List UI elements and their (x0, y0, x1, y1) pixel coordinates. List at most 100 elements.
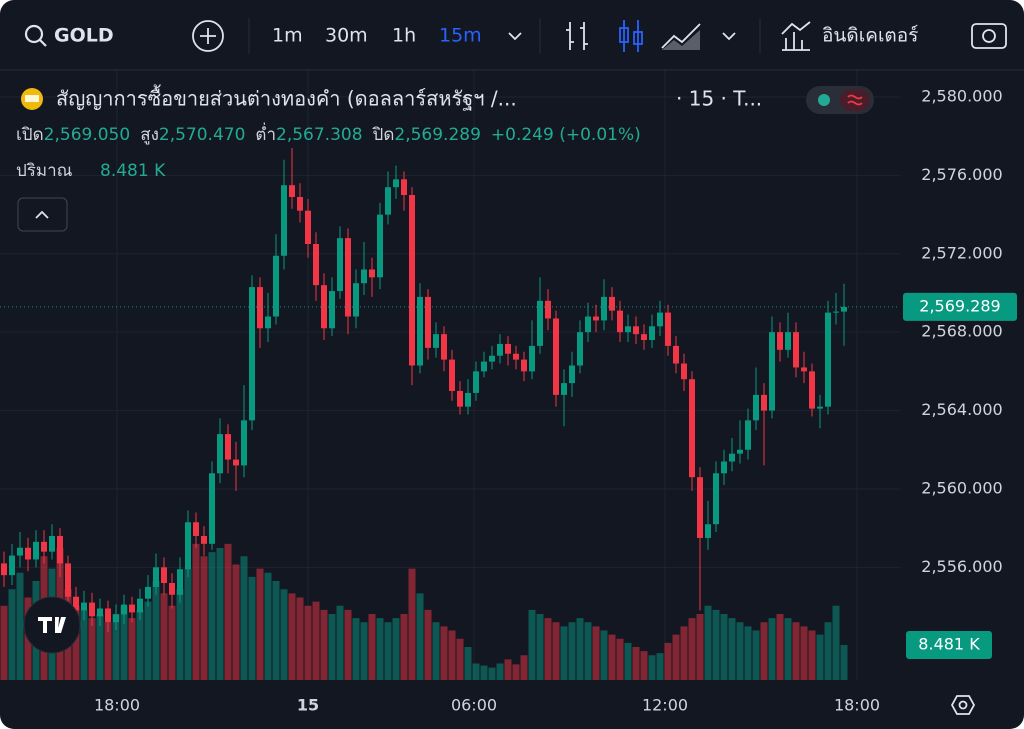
candle-body (153, 567, 159, 587)
interval[interactable]: 30m (325, 25, 368, 47)
candle-body (113, 614, 119, 623)
interval[interactable]: 1m (272, 25, 303, 47)
candle-body (409, 195, 415, 366)
candle-body (505, 343, 511, 354)
last-volume-label: 8.481 K (918, 635, 980, 654)
volume-bar (112, 614, 120, 680)
volume-bar (160, 593, 168, 680)
candle-body (489, 355, 495, 362)
volume-bar (224, 543, 232, 680)
candle-body (81, 602, 87, 611)
volume-bar (496, 663, 504, 680)
candle-body (689, 379, 695, 478)
y-tick-label: 2,560.000 (921, 478, 1002, 497)
candle-body (145, 586, 151, 599)
volume-bar (384, 622, 392, 680)
change: +0.249 (+0.01%) (491, 125, 641, 145)
volume-bar (544, 618, 552, 680)
volume-bar (472, 663, 480, 680)
candle-body (441, 334, 447, 360)
candle-body (729, 453, 735, 462)
settings[interactable] (950, 695, 976, 715)
volume-bar (144, 601, 152, 680)
candle-body (249, 287, 255, 421)
collapse-button[interactable] (17, 197, 68, 232)
candle-body (377, 214, 383, 278)
candle-body (337, 238, 343, 292)
x-tick-label: 18:00 (94, 696, 140, 715)
x-tick-label: 06:00 (451, 696, 497, 715)
candle-body (545, 300, 551, 319)
volume-bar (816, 634, 824, 680)
area-icon[interactable] (661, 23, 701, 49)
candle-body (529, 345, 535, 372)
volume-bar (824, 622, 832, 680)
bars-icon[interactable] (566, 22, 588, 50)
candle-body (521, 359, 527, 372)
interval[interactable]: 1h (392, 25, 416, 47)
indicators-icon[interactable] (781, 21, 811, 51)
add-symbol[interactable] (192, 20, 224, 52)
volume-bar (608, 634, 616, 680)
candle-body (353, 283, 359, 317)
candle-body (417, 296, 423, 366)
volume-bar (352, 618, 360, 680)
candle-body (841, 306, 847, 312)
interval-active[interactable]: 15m (439, 25, 482, 47)
logo-mark (38, 617, 66, 633)
candle-body (833, 311, 839, 313)
search-icon[interactable] (24, 24, 44, 44)
candle-body (425, 296, 431, 348)
candle-body (697, 477, 703, 538)
area-icon (662, 30, 700, 50)
dropdown[interactable] (508, 32, 522, 41)
candle-body (577, 332, 583, 366)
volume-bar (280, 589, 288, 680)
candle-body (241, 420, 247, 466)
volume-bar (16, 572, 24, 680)
candle-body (273, 255, 279, 317)
volume-bar (752, 630, 760, 680)
symbol-suffix: · 15 · T... (676, 87, 762, 111)
candle-body (313, 244, 319, 286)
candle-body (9, 555, 15, 576)
volume-bar (776, 614, 784, 680)
volume-bar (344, 609, 352, 680)
candle-body (569, 365, 575, 384)
volume-bar (176, 589, 184, 680)
volume-bar (656, 653, 664, 680)
candle-body (625, 326, 631, 333)
volume-bar (792, 622, 800, 680)
volume-bar (680, 626, 688, 680)
x-tick-label: 15 (297, 696, 319, 715)
candle-body (817, 406, 823, 409)
candle-body (761, 394, 767, 411)
symbol[interactable]: GOLD (54, 25, 114, 47)
x-tick-label: 18:00 (834, 696, 880, 715)
snapshot[interactable] (971, 23, 1007, 49)
candle-body (49, 535, 55, 552)
dropdown[interactable] (722, 32, 736, 41)
candles-icon[interactable] (623, 20, 639, 52)
volume-bar (216, 548, 224, 680)
y-tick-label: 2,576.000 (921, 165, 1002, 184)
volume-bar (0, 605, 8, 680)
logo[interactable] (23, 596, 81, 654)
volume-legend-label: ปริมาณ (16, 161, 73, 181)
volume-bar (96, 614, 104, 680)
candles-icon (633, 31, 643, 45)
last-volume-box (906, 631, 992, 660)
volume-bar (464, 647, 472, 680)
open-value: 2,569.050 (44, 125, 131, 145)
candle-body (593, 316, 599, 321)
volume-bar (168, 605, 176, 680)
volume-bar (8, 589, 16, 680)
candle-body (633, 326, 639, 335)
volume-bar (80, 609, 88, 680)
indicators[interactable]: อินดิเคเตอร์ (822, 25, 918, 47)
volume-bar (728, 618, 736, 680)
legend: สัญญาการซื้อขายส่วนต่างทองคำ (ดอลลาร์สหร… (16, 85, 874, 232)
candle-body (617, 310, 623, 333)
candle-body (457, 390, 463, 407)
